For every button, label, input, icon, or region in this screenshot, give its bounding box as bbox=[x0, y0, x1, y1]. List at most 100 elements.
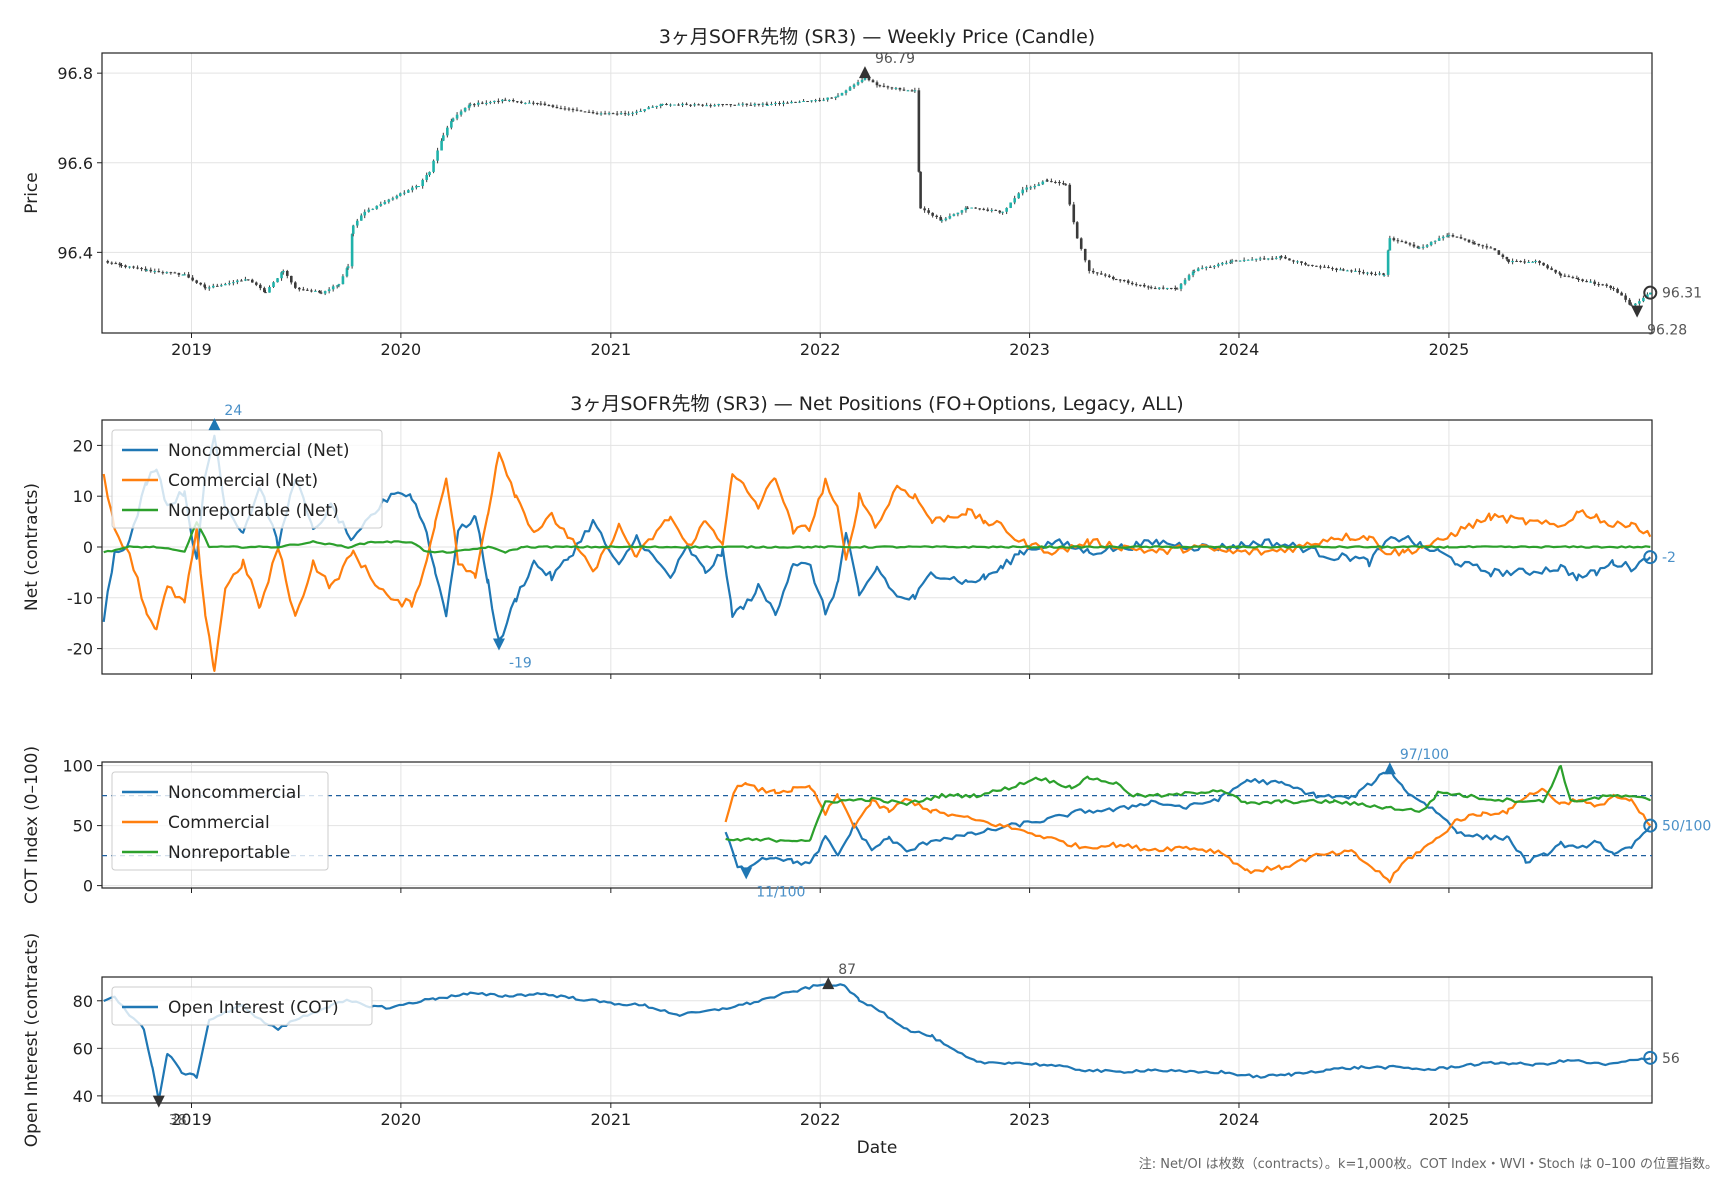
candle-body bbox=[268, 287, 271, 293]
candle-body bbox=[1161, 287, 1165, 289]
candle-body bbox=[1183, 279, 1187, 284]
candle-body bbox=[191, 277, 194, 281]
candle-body bbox=[1114, 279, 1118, 281]
candle-body bbox=[497, 100, 500, 102]
candle-body bbox=[319, 292, 323, 294]
candle-body bbox=[798, 101, 801, 103]
candle-body bbox=[745, 103, 749, 105]
annotation-max: 96.79 bbox=[875, 51, 915, 67]
candle-body bbox=[1445, 235, 1449, 237]
candle-body bbox=[1350, 270, 1353, 272]
candle-body bbox=[737, 104, 741, 106]
candle-body bbox=[411, 187, 414, 191]
candle-body bbox=[836, 95, 840, 97]
x-tick-label: 2025 bbox=[1429, 340, 1470, 359]
candle-body bbox=[1238, 260, 1242, 262]
candle-body bbox=[1029, 187, 1033, 189]
candle-body bbox=[599, 113, 603, 115]
candle-body bbox=[913, 90, 917, 92]
candle-body bbox=[818, 100, 821, 102]
annotation-max: 24 bbox=[224, 403, 242, 419]
candle-body bbox=[1095, 272, 1099, 274]
candle-body bbox=[774, 102, 777, 105]
legend-label: Nonreportable bbox=[168, 843, 290, 863]
candle-body bbox=[1270, 258, 1274, 260]
x-axis-label: Date bbox=[857, 1138, 898, 1158]
candle-body bbox=[681, 103, 684, 106]
candle-body bbox=[882, 85, 886, 87]
candle-body bbox=[1229, 261, 1232, 263]
candle-body bbox=[1473, 243, 1477, 245]
x-tick-label: 2020 bbox=[381, 340, 422, 359]
candle-body bbox=[948, 215, 952, 219]
candle-body bbox=[1262, 258, 1266, 260]
candle-body bbox=[481, 102, 484, 104]
marker-last bbox=[1643, 550, 1658, 565]
x-tick-label: 2023 bbox=[1009, 340, 1050, 359]
candle-body bbox=[1058, 181, 1061, 184]
candle-body bbox=[442, 135, 445, 141]
candle-body bbox=[199, 282, 202, 285]
candle-body bbox=[255, 282, 258, 285]
candle-body bbox=[567, 108, 571, 110]
series-line-nonreportable bbox=[725, 764, 1652, 843]
candle-body bbox=[1527, 261, 1530, 263]
candle-body bbox=[169, 272, 173, 274]
candle-body bbox=[375, 205, 379, 209]
candle-body bbox=[651, 106, 655, 108]
candle-body bbox=[765, 103, 769, 106]
candle-body bbox=[1358, 270, 1361, 273]
candle-body bbox=[250, 279, 254, 283]
y-tick-label: -10 bbox=[67, 589, 93, 608]
candle-body bbox=[1292, 260, 1295, 262]
candle-body bbox=[1217, 264, 1220, 267]
candle-body bbox=[1130, 282, 1134, 285]
y-axis-label: Net (contracts) bbox=[22, 483, 42, 611]
candle-body bbox=[1041, 181, 1045, 185]
marker-min bbox=[1631, 305, 1644, 318]
candle-body bbox=[956, 212, 960, 215]
candle-body bbox=[246, 279, 250, 281]
candle-body bbox=[1311, 264, 1314, 266]
candle-body bbox=[1370, 272, 1373, 275]
candle-body bbox=[1550, 268, 1553, 270]
annotation-max: 87 bbox=[838, 962, 856, 978]
candle-body bbox=[607, 113, 611, 115]
candle-body bbox=[1104, 274, 1107, 276]
candle-body bbox=[335, 285, 339, 287]
candle-body bbox=[1126, 280, 1130, 283]
series-line-noncommercial bbox=[724, 767, 1652, 872]
candle-body bbox=[398, 193, 402, 196]
candle-body bbox=[446, 127, 449, 136]
candle-body bbox=[623, 113, 627, 115]
candle-body bbox=[1581, 279, 1584, 282]
candle-body bbox=[337, 284, 341, 286]
annotation-min: 38 bbox=[169, 1113, 187, 1129]
candle-body bbox=[1083, 248, 1087, 261]
candle-body bbox=[1017, 193, 1020, 199]
candle-body bbox=[1143, 284, 1146, 287]
candle-body bbox=[1388, 238, 1392, 251]
candle-body bbox=[224, 284, 227, 286]
candle-body bbox=[1542, 262, 1545, 266]
candle-body bbox=[1534, 260, 1537, 262]
candle-body bbox=[1567, 276, 1571, 278]
candle-body bbox=[1139, 284, 1142, 286]
candle-body bbox=[467, 105, 471, 108]
candle-body bbox=[1005, 207, 1008, 212]
candle-body bbox=[351, 225, 355, 234]
candle-body bbox=[705, 105, 708, 107]
candle-body bbox=[1068, 184, 1072, 205]
candle-body bbox=[528, 102, 531, 104]
candle-body bbox=[753, 103, 757, 106]
candle-body bbox=[978, 208, 981, 210]
candle-body bbox=[106, 261, 110, 263]
candle-body bbox=[493, 100, 496, 103]
candle-body bbox=[276, 278, 279, 283]
candle-body bbox=[1274, 257, 1278, 259]
candle-body bbox=[516, 101, 519, 103]
candle-body bbox=[1412, 244, 1416, 247]
candle-body bbox=[1612, 288, 1615, 290]
candle-body bbox=[1605, 284, 1608, 286]
